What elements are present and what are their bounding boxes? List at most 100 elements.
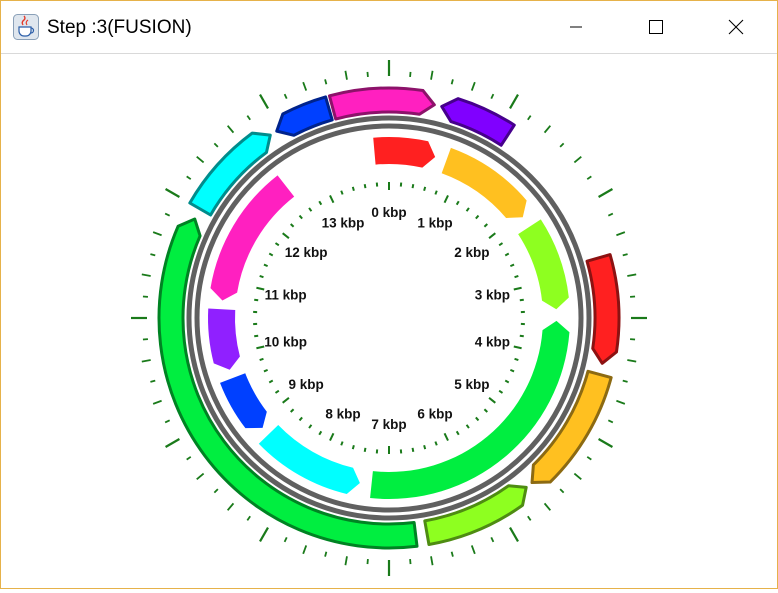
- outer-tick: [228, 503, 234, 510]
- scale-label: 0 kbp: [371, 205, 406, 220]
- inner-feature-1[interactable]: [373, 137, 435, 168]
- outer-tick: [616, 401, 624, 404]
- inner-tick: [264, 370, 268, 372]
- outer-tick: [150, 381, 155, 382]
- outer-tick: [197, 157, 204, 163]
- outer-feature-1[interactable]: [587, 255, 619, 364]
- outer-tick: [431, 71, 433, 80]
- scale-label: 5 kbp: [454, 377, 489, 392]
- inner-tick: [330, 433, 333, 440]
- inner-tick: [309, 208, 311, 211]
- outer-tick: [345, 556, 347, 565]
- scale-label: 8 kbp: [325, 407, 360, 422]
- minimize-icon: [569, 20, 583, 34]
- outer-tick: [491, 94, 493, 99]
- outer-tick: [166, 189, 180, 197]
- inner-tick: [484, 224, 487, 227]
- outer-tick: [545, 503, 551, 510]
- inner-tick: [457, 431, 459, 434]
- inner-tick: [365, 448, 366, 452]
- close-icon: [728, 19, 744, 35]
- outer-tick: [627, 360, 636, 362]
- inner-tick: [283, 398, 289, 403]
- outer-feature-3[interactable]: [425, 486, 526, 545]
- inner-tick: [499, 391, 502, 393]
- inner-tick: [445, 195, 448, 202]
- inner-tick: [424, 187, 425, 191]
- outer-tick: [616, 232, 624, 235]
- scale-label: 6 kbp: [417, 407, 452, 422]
- inner-tick: [413, 448, 414, 452]
- outer-tick: [627, 274, 636, 276]
- inner-tick: [353, 187, 354, 191]
- inner-feature-7[interactable]: [208, 309, 240, 370]
- outer-tick: [153, 401, 161, 404]
- outer-tick: [325, 79, 326, 84]
- outer-tick: [491, 537, 493, 542]
- inner-tick-ring: [253, 182, 525, 454]
- outer-tick: [510, 528, 518, 542]
- outer-tick: [150, 254, 155, 255]
- outer-tick: [599, 439, 613, 447]
- outer-tick: [197, 474, 204, 480]
- scale-label: 12 kbp: [285, 245, 328, 260]
- inner-feature-2[interactable]: [442, 148, 527, 218]
- outer-tick: [599, 189, 613, 197]
- outer-tick: [623, 254, 628, 255]
- scale-label: 9 kbp: [288, 377, 323, 392]
- outer-tick: [303, 82, 306, 90]
- maximize-icon: [648, 19, 664, 35]
- outer-tick: [260, 528, 268, 542]
- scale-label: 1 kbp: [417, 215, 452, 230]
- inner-tick: [254, 336, 258, 337]
- inner-tick: [435, 191, 436, 195]
- outer-tick: [574, 157, 581, 163]
- inner-tick: [510, 265, 514, 267]
- outer-tick: [142, 274, 151, 276]
- inner-tick: [476, 216, 479, 219]
- inner-tick: [269, 381, 273, 383]
- inner-tick: [264, 265, 268, 267]
- inner-tick: [256, 288, 264, 290]
- scale-label: 2 kbp: [454, 245, 489, 260]
- inner-tick: [505, 381, 509, 383]
- outer-tick: [166, 439, 180, 447]
- scale-label: 13 kbp: [322, 215, 365, 230]
- inner-tick: [515, 359, 519, 360]
- title-bar[interactable]: Step :3(FUSION): [1, 1, 777, 54]
- inner-tick: [424, 445, 425, 449]
- outer-tick: [285, 537, 287, 542]
- inner-tick: [260, 359, 264, 360]
- inner-tick: [275, 391, 278, 393]
- inner-tick: [467, 425, 469, 428]
- outer-tick: [452, 79, 453, 84]
- inner-tick: [353, 445, 354, 449]
- maximize-button[interactable]: [627, 1, 685, 53]
- inner-tick: [256, 346, 264, 348]
- outer-tick: [587, 457, 591, 460]
- minimize-button[interactable]: [547, 1, 605, 53]
- outer-tick: [574, 474, 581, 480]
- inner-tick: [510, 370, 514, 372]
- inner-tick: [520, 300, 524, 301]
- inner-tick: [291, 224, 294, 227]
- outer-tick: [142, 360, 151, 362]
- outer-tick: [325, 552, 326, 557]
- outer-tick: [510, 95, 518, 109]
- outer-tick: [187, 176, 191, 179]
- outer-tick: [431, 556, 433, 565]
- outer-tick: [345, 71, 347, 80]
- outer-tick: [560, 489, 564, 493]
- outer-tick: [247, 516, 250, 520]
- outer-tick: [472, 545, 475, 553]
- inner-tick: [489, 398, 495, 403]
- close-button[interactable]: [707, 1, 765, 53]
- inner-tick: [476, 417, 479, 420]
- inner-tick: [269, 254, 273, 256]
- outer-feature-7[interactable]: [329, 88, 434, 119]
- inner-tick: [435, 442, 436, 446]
- inner-tick: [275, 243, 278, 245]
